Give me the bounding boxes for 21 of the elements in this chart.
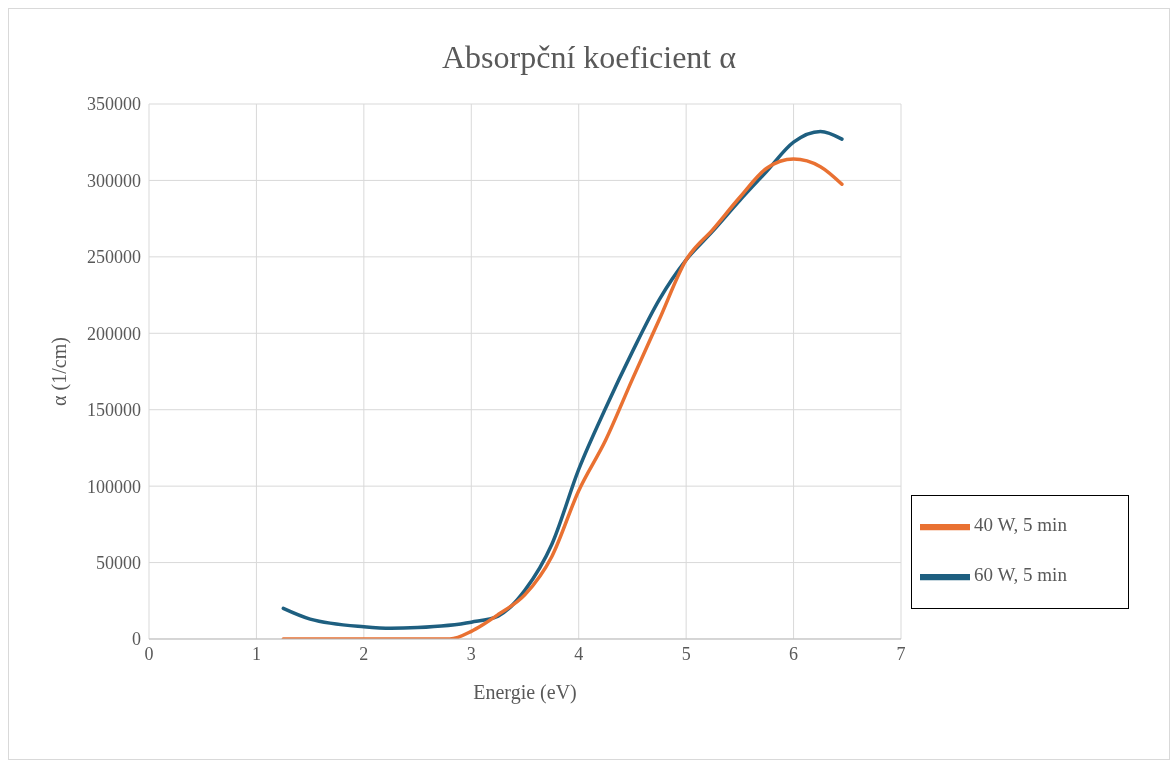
- x-tick-label: 5: [681, 643, 691, 664]
- x-tick-label: 0: [144, 643, 154, 664]
- x-tick-label: 4: [574, 643, 584, 664]
- y-tick-label: 200000: [87, 323, 141, 344]
- y-tick-label: 300000: [87, 170, 141, 191]
- y-tick-label: 0: [132, 629, 141, 650]
- y-tick-label: 100000: [87, 476, 141, 497]
- x-axis-title: Energie (eV): [473, 681, 577, 704]
- y-tick-label: 50000: [96, 552, 141, 573]
- y-tick-label: 150000: [87, 400, 141, 421]
- legend-label: 40 W, 5 min: [974, 513, 1067, 535]
- y-axis-title: α (1/cm): [48, 337, 72, 406]
- x-tick-label: 3: [466, 643, 476, 664]
- x-tick-label: 6: [789, 643, 799, 664]
- y-tick-label: 250000: [87, 247, 141, 268]
- x-tick-label: 2: [359, 643, 369, 664]
- y-tick-label: 350000: [87, 94, 141, 115]
- chart-title: Absorpční koeficient α: [441, 39, 737, 76]
- x-tick-label: 1: [251, 643, 261, 664]
- legend-label: 60 W, 5 min: [974, 563, 1067, 585]
- x-tick-label: 7: [896, 643, 906, 664]
